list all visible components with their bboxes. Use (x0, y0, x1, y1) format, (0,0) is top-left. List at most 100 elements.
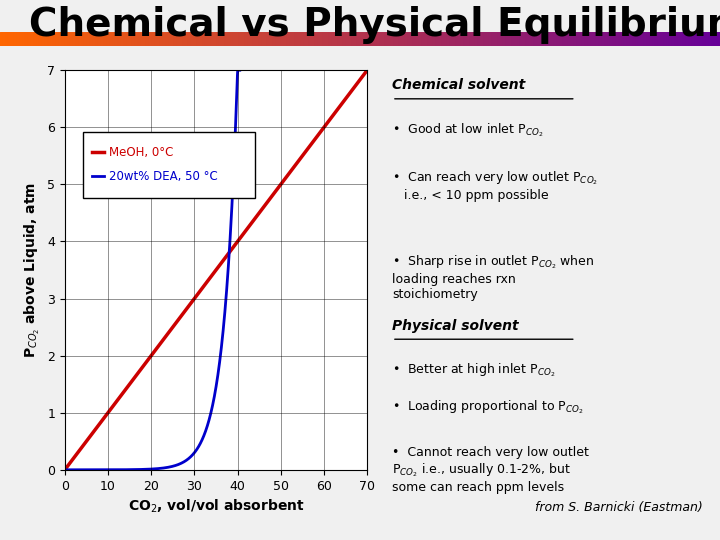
Bar (708, 32, 711, 46)
Bar (14, 32, 17, 46)
Bar (78, 32, 81, 46)
Bar (413, 32, 416, 46)
Bar (580, 32, 582, 46)
Bar (6, 32, 9, 46)
Bar (621, 32, 624, 46)
Bar (315, 32, 318, 46)
Bar (273, 32, 276, 46)
Bar (121, 32, 124, 46)
Bar (557, 32, 559, 46)
Bar (664, 32, 667, 46)
Bar (467, 32, 469, 46)
Bar (534, 32, 537, 46)
Bar (523, 32, 526, 46)
Bar (9, 32, 12, 46)
Bar (197, 32, 199, 46)
Bar (624, 32, 627, 46)
Bar (515, 32, 518, 46)
Bar (531, 32, 534, 46)
Bar (639, 32, 642, 46)
Bar (658, 32, 661, 46)
Text: Chemical solvent: Chemical solvent (392, 78, 525, 92)
Bar (251, 32, 253, 46)
Bar (214, 32, 217, 46)
Bar (233, 32, 236, 46)
Bar (104, 32, 107, 46)
Bar (87, 32, 90, 46)
Bar (248, 32, 251, 46)
Bar (354, 32, 357, 46)
Bar (680, 32, 683, 46)
Bar (475, 32, 478, 46)
Bar (410, 32, 413, 46)
Bar (93, 32, 96, 46)
Bar (194, 32, 197, 46)
Bar (388, 32, 391, 46)
Bar (686, 32, 689, 46)
Bar (608, 32, 611, 46)
Bar (472, 32, 475, 46)
Bar (478, 32, 481, 46)
Bar (357, 32, 360, 46)
Bar (338, 32, 341, 46)
Bar (107, 32, 109, 46)
Bar (630, 32, 633, 46)
Bar (115, 32, 118, 46)
Bar (48, 32, 50, 46)
Bar (602, 32, 605, 46)
Bar (335, 32, 338, 46)
Bar (655, 32, 658, 46)
Bar (138, 32, 140, 46)
Bar (698, 32, 701, 46)
Bar (42, 32, 45, 46)
Bar (146, 32, 149, 46)
Bar (678, 32, 680, 46)
Bar (155, 32, 158, 46)
Bar (692, 32, 695, 46)
Bar (377, 32, 379, 46)
Bar (225, 32, 228, 46)
Bar (261, 32, 264, 46)
Bar (346, 32, 348, 46)
Bar (12, 32, 14, 46)
Bar (312, 32, 315, 46)
Bar (546, 32, 549, 46)
Bar (433, 32, 436, 46)
Bar (348, 32, 351, 46)
FancyBboxPatch shape (83, 132, 256, 198)
Text: •  Good at low inlet P$_{CO_2}$: • Good at low inlet P$_{CO_2}$ (392, 122, 544, 139)
Bar (143, 32, 146, 46)
Bar (627, 32, 630, 46)
Bar (616, 32, 618, 46)
Bar (68, 32, 71, 46)
Bar (71, 32, 73, 46)
Text: from S. Barnicki (Eastman): from S. Barnicki (Eastman) (535, 501, 703, 514)
Bar (50, 32, 53, 46)
Bar (253, 32, 256, 46)
Bar (56, 32, 59, 46)
Bar (161, 32, 163, 46)
Bar (481, 32, 484, 46)
Bar (689, 32, 692, 46)
Bar (127, 32, 130, 46)
Bar (25, 32, 28, 46)
Bar (577, 32, 580, 46)
Bar (217, 32, 220, 46)
Bar (177, 32, 180, 46)
Bar (450, 32, 453, 46)
Bar (394, 32, 397, 46)
Text: •  Cannot reach very low outlet
P$_{CO_2}$ i.e., usually 0.1-2%, but
some can re: • Cannot reach very low outlet P$_{CO_2}… (392, 446, 589, 494)
Bar (382, 32, 385, 46)
Bar (585, 32, 588, 46)
Bar (220, 32, 222, 46)
Bar (456, 32, 459, 46)
Bar (205, 32, 208, 46)
Bar (431, 32, 433, 46)
Bar (90, 32, 93, 46)
Bar (258, 32, 261, 46)
Bar (495, 32, 498, 46)
Bar (307, 32, 310, 46)
Bar (59, 32, 62, 46)
Bar (695, 32, 698, 46)
Bar (152, 32, 155, 46)
